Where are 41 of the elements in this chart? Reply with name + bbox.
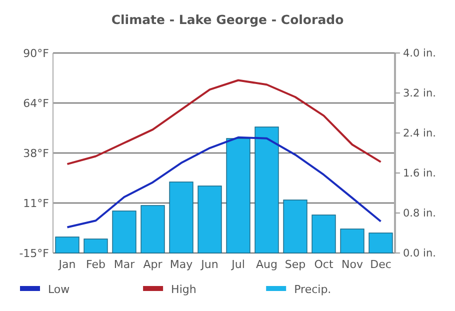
bar — [55, 236, 80, 254]
line-series — [66, 136, 382, 228]
bar — [312, 214, 336, 254]
y2-tick-label: 3.2 in. — [403, 88, 436, 100]
y-tick-label: -15°F — [19, 246, 49, 260]
y2-tick-label: 0.0 in. — [403, 248, 436, 260]
y2-tick-label: 4.0 in. — [403, 48, 436, 60]
legend-label: Precip. — [294, 282, 332, 296]
x-tick-label: Aug — [256, 258, 278, 271]
x-tick-label: Jan — [58, 258, 76, 271]
y2-tick-label: 0.8 in. — [403, 208, 436, 220]
chart-title: Climate - Lake George - Colorado — [111, 12, 344, 27]
y-tick-label: 64°F — [23, 96, 49, 110]
bar — [283, 200, 308, 254]
bar — [140, 205, 165, 254]
bar — [84, 238, 108, 254]
legend-label: Low — [48, 282, 70, 296]
y2-tick-label: 1.6 in. — [403, 168, 436, 180]
x-tick-label: Nov — [342, 258, 364, 271]
y-tick-label: 90°F — [23, 46, 49, 60]
y-tick-label: 38°F — [23, 146, 49, 160]
bar — [340, 228, 364, 254]
legend-label: High — [171, 282, 196, 296]
x-tick-label: Mar — [114, 258, 136, 271]
x-tick-label: Apr — [143, 258, 163, 271]
x-tick-label: Sep — [284, 258, 306, 271]
x-tick-label: May — [170, 258, 194, 271]
bar — [198, 186, 222, 254]
bar — [254, 126, 279, 254]
x-tick-label: Oct — [314, 258, 334, 271]
y-tick-label: 11°F — [23, 196, 49, 210]
line-series — [66, 79, 382, 166]
bar — [226, 138, 250, 254]
x-tick-label: Feb — [86, 258, 106, 271]
bar — [112, 210, 136, 254]
y2-tick-label: 2.4 in. — [403, 128, 436, 140]
x-tick-label: Dec — [370, 258, 392, 271]
x-tick-label: Jun — [200, 258, 218, 271]
x-tick-label: Jul — [230, 258, 245, 271]
bar — [368, 232, 393, 254]
bar — [169, 182, 194, 254]
